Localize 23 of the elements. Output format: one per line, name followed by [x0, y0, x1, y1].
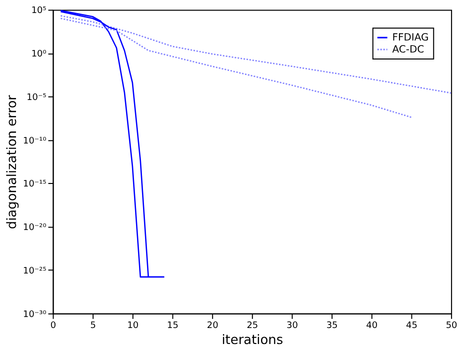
- y-tick-label: 10⁵: [31, 6, 47, 16]
- x-tick-label: 30: [286, 320, 298, 331]
- x-tick-label: 10: [127, 320, 139, 331]
- legend-label: FFDIAG: [392, 32, 429, 44]
- y-tick-label: 10⁻²⁵: [23, 266, 47, 277]
- x-tick-label: 45: [406, 320, 418, 331]
- legend-label: AC-DC: [392, 44, 424, 56]
- x-tick-label: 5: [90, 320, 96, 331]
- y-tick-label: 10⁻¹⁰: [23, 136, 47, 146]
- y-tick-label: 10⁻³⁰: [23, 310, 47, 320]
- x-tick-label: 50: [446, 320, 458, 331]
- y-tick-label: 10⁻⁵: [26, 92, 47, 103]
- x-tick-label: 40: [366, 320, 378, 331]
- x-tick-label: 15: [167, 320, 178, 331]
- x-axis-title: iterations: [222, 332, 284, 348]
- y-axis-title: diagonalization error: [5, 94, 20, 230]
- x-tick-label: 0: [50, 320, 56, 331]
- y-tick-label: 10⁰: [31, 50, 47, 60]
- y-tick-label: 10⁻²⁰: [23, 223, 47, 234]
- x-tick-label: 35: [326, 320, 338, 331]
- x-tick-label: 25: [246, 320, 258, 331]
- x-tick-label: 20: [206, 320, 219, 331]
- y-tick-label: 10⁻¹⁵: [23, 180, 47, 190]
